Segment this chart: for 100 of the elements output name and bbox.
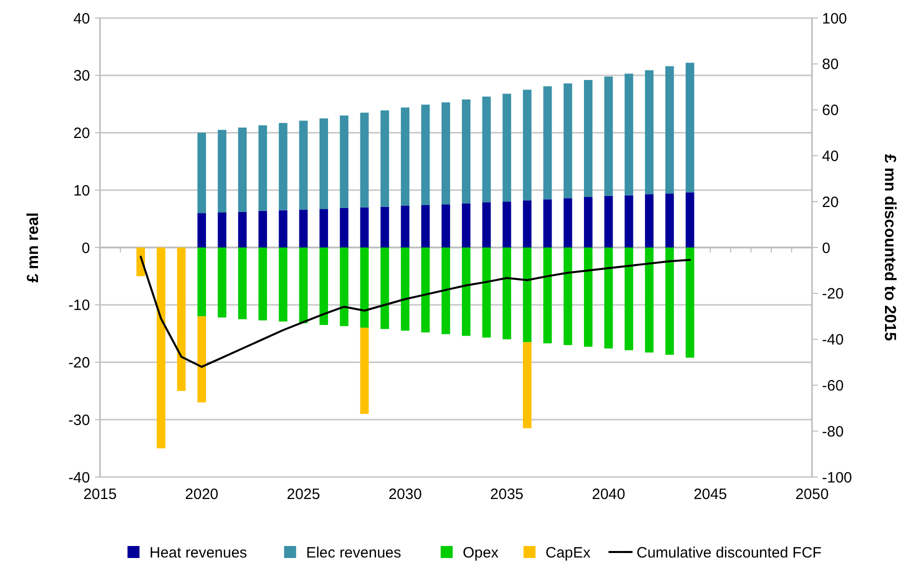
bar [340,208,348,248]
bar [564,248,572,346]
bar [258,248,268,320]
y2-tick-label: 80 [822,56,839,74]
bar [624,74,634,196]
legend-label: Opex [462,544,500,562]
bar [360,328,369,414]
bar [278,122,288,210]
bar [197,213,206,248]
bar [522,248,532,342]
legend-label: Heat revenues [150,544,248,562]
bar [218,248,226,318]
bar [197,132,206,214]
bar [686,248,694,358]
bar [604,196,613,248]
bar [258,210,268,248]
bar [421,248,430,332]
bar [604,76,613,196]
y-axis-title: £ mn real [25,212,42,283]
bar [299,120,308,210]
bar [360,112,369,208]
bar [584,248,592,347]
bar [665,66,674,194]
bar [421,104,430,206]
bar [584,197,592,248]
bar [278,210,288,248]
y2-tick-label: -100 [822,469,852,486]
bar [442,204,450,248]
x-tick-label: 2050 [795,486,829,503]
y2-axis-title: £ mn discounted to 2015 [881,154,898,341]
bar [360,207,369,248]
bar [218,130,226,212]
bar [644,248,654,352]
bar [543,86,552,200]
y-tick-label: -30 [68,412,90,429]
bar [644,194,654,248]
y-tick-label: -40 [68,469,90,486]
bar [360,248,369,328]
y-tick-label: 20 [73,125,90,142]
bar [482,96,491,202]
bar [320,209,328,248]
bar [320,248,328,325]
bar [604,248,613,348]
x-tick-label: 2030 [388,486,422,503]
bar [299,210,308,248]
bar [400,248,410,331]
bar [156,248,166,448]
bar [462,99,470,204]
bar [522,90,532,200]
bar [462,203,470,248]
y2-tick-label: -80 [822,423,844,440]
bar [380,206,390,248]
bar [665,194,674,248]
bar [197,316,206,402]
bar [340,116,348,208]
bar [644,70,654,194]
y-tick-label: 40 [73,10,90,28]
bar [665,248,674,355]
bar [400,206,410,248]
y2-tick-label: -60 [822,377,844,394]
bar [502,248,512,340]
bar [543,248,552,344]
x-tick-label: 2015 [83,486,117,503]
bar [380,248,390,329]
line-series [140,256,691,368]
y-tick-label: -10 [68,297,90,314]
bar [564,198,572,248]
bar [502,202,512,248]
x-tick-label: 2040 [592,486,626,503]
bar [584,80,592,198]
bar [482,202,491,248]
bar [543,199,552,248]
y2-tick-label: -20 [822,286,844,303]
y2-tick-label: 40 [822,148,839,165]
bar [340,248,348,326]
bar [238,212,247,248]
bar [218,212,226,248]
x-tick-label: 2020 [185,486,218,503]
x-tick-label: 2045 [694,486,727,503]
bar [522,342,532,428]
bar [624,195,634,248]
bar [482,248,491,338]
legend-label: Elec revenues [306,544,402,562]
legend-label: CapEx [546,544,592,562]
bar [258,125,268,211]
bar [686,62,694,192]
bar [320,118,328,210]
y-tick-label: 30 [73,68,90,85]
y2-tick-label: 0 [822,240,830,257]
bar [238,128,247,212]
bar [238,248,247,320]
y-tick-label: -20 [68,354,90,372]
legend-label: Cumulative discounted FCF [636,544,822,562]
bar [197,248,206,316]
bar [564,83,572,198]
bar [522,200,532,248]
y-tick-label: 10 [73,182,90,200]
y2-tick-label: 60 [822,102,839,120]
y2-tick-label: -40 [822,332,844,349]
bar [278,248,288,322]
